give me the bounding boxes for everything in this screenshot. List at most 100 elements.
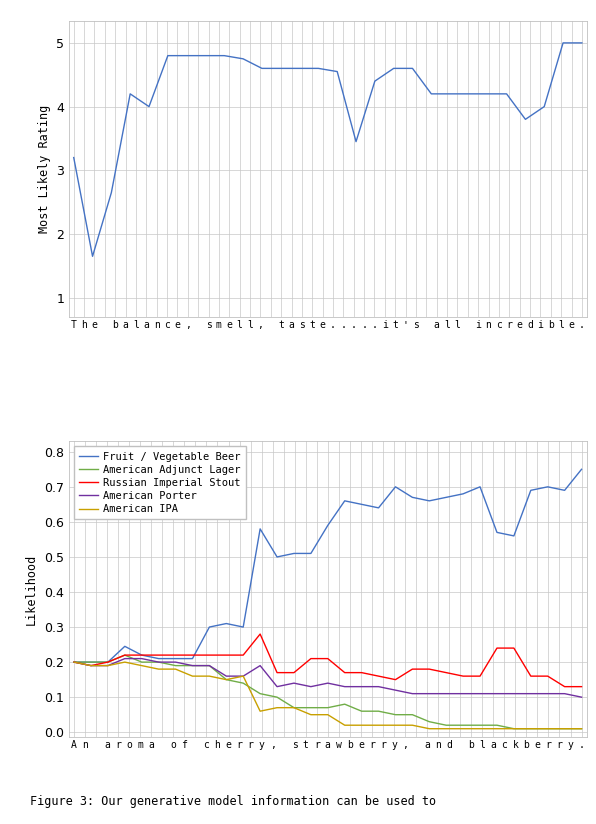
American Adjunct Lager [240, 678, 247, 688]
American IPA [121, 658, 128, 667]
American IPA [324, 709, 331, 719]
American IPA [290, 703, 297, 713]
American Porter [510, 689, 517, 699]
American Porter [308, 681, 315, 691]
American Adjunct Lager [375, 706, 382, 716]
American Adjunct Lager [308, 703, 315, 713]
American Porter [256, 661, 263, 671]
Russian Imperial Stout [510, 644, 517, 653]
American IPA [274, 703, 281, 713]
American IPA [223, 675, 230, 685]
American Adjunct Lager [358, 706, 365, 716]
Fruit / Vegetable Beer [460, 489, 467, 499]
American IPA [358, 720, 365, 730]
Russian Imperial Stout [341, 667, 348, 677]
Fruit / Vegetable Beer [544, 482, 551, 492]
Text: Figure 3: Our generative model information can be used to: Figure 3: Our generative model informati… [30, 794, 436, 808]
American Adjunct Lager [70, 658, 77, 667]
American Porter [121, 653, 128, 663]
Fruit / Vegetable Beer [341, 496, 348, 506]
American Porter [358, 681, 365, 691]
Line: American Porter: American Porter [74, 658, 582, 697]
Russian Imperial Stout [206, 650, 213, 660]
Fruit / Vegetable Beer [240, 622, 247, 632]
Fruit / Vegetable Beer [392, 482, 399, 492]
American Porter [443, 689, 450, 699]
American Adjunct Lager [155, 658, 162, 667]
Fruit / Vegetable Beer [527, 485, 535, 495]
American IPA [493, 723, 501, 733]
American Porter [375, 681, 382, 691]
American Adjunct Lager [189, 661, 196, 671]
Russian Imperial Stout [392, 675, 399, 685]
American IPA [172, 664, 179, 674]
American IPA [308, 709, 315, 719]
Fruit / Vegetable Beer [578, 465, 585, 475]
American Adjunct Lager [460, 720, 467, 730]
Line: American IPA: American IPA [74, 662, 582, 728]
American Porter [493, 689, 501, 699]
Russian Imperial Stout [443, 667, 450, 677]
American Porter [189, 661, 196, 671]
Russian Imperial Stout [223, 650, 230, 660]
Fruit / Vegetable Beer [510, 531, 517, 541]
Fruit / Vegetable Beer [443, 493, 450, 503]
American IPA [409, 720, 416, 730]
American Adjunct Lager [443, 720, 450, 730]
American IPA [155, 664, 162, 674]
Fruit / Vegetable Beer [358, 499, 365, 509]
American IPA [476, 723, 483, 733]
American Adjunct Lager [578, 723, 585, 733]
American IPA [88, 661, 95, 671]
Fruit / Vegetable Beer [189, 653, 196, 663]
Fruit / Vegetable Beer [308, 549, 315, 559]
Russian Imperial Stout [155, 650, 162, 660]
Fruit / Vegetable Beer [88, 658, 95, 667]
American IPA [443, 723, 450, 733]
American Porter [88, 661, 95, 671]
American Porter [206, 661, 213, 671]
Russian Imperial Stout [476, 672, 483, 681]
Fruit / Vegetable Beer [409, 493, 416, 503]
Fruit / Vegetable Beer [155, 653, 162, 663]
American Porter [274, 681, 281, 691]
American Porter [578, 692, 585, 702]
Fruit / Vegetable Beer [290, 549, 297, 559]
American Porter [223, 672, 230, 681]
American Adjunct Lager [138, 658, 145, 667]
Russian Imperial Stout [256, 629, 263, 639]
Fruit / Vegetable Beer [426, 496, 433, 506]
Russian Imperial Stout [138, 650, 145, 660]
Legend: Fruit / Vegetable Beer, American Adjunct Lager, Russian Imperial Stout, American: Fruit / Vegetable Beer, American Adjunct… [74, 447, 246, 519]
Russian Imperial Stout [561, 681, 568, 691]
American IPA [544, 723, 551, 733]
American Adjunct Lager [324, 703, 331, 713]
Line: Russian Imperial Stout: Russian Imperial Stout [74, 634, 582, 686]
Russian Imperial Stout [121, 650, 128, 660]
Russian Imperial Stout [324, 653, 331, 663]
American Porter [527, 689, 535, 699]
Russian Imperial Stout [460, 672, 467, 681]
American Adjunct Lager [544, 723, 551, 733]
American Adjunct Lager [121, 650, 128, 660]
Fruit / Vegetable Beer [121, 641, 128, 651]
Russian Imperial Stout [88, 661, 95, 671]
American Adjunct Lager [104, 658, 111, 667]
Russian Imperial Stout [409, 664, 416, 674]
American Adjunct Lager [206, 661, 213, 671]
American IPA [578, 723, 585, 733]
American Porter [240, 672, 247, 681]
Russian Imperial Stout [274, 667, 281, 677]
Russian Imperial Stout [240, 650, 247, 660]
American IPA [392, 720, 399, 730]
Fruit / Vegetable Beer [493, 527, 501, 537]
American Porter [460, 689, 467, 699]
Russian Imperial Stout [308, 653, 315, 663]
Y-axis label: Most Likely Rating: Most Likely Rating [38, 105, 51, 233]
American Porter [409, 689, 416, 699]
Russian Imperial Stout [172, 650, 179, 660]
American Adjunct Lager [392, 709, 399, 719]
American Porter [341, 681, 348, 691]
American Porter [70, 658, 77, 667]
American Adjunct Lager [426, 717, 433, 727]
